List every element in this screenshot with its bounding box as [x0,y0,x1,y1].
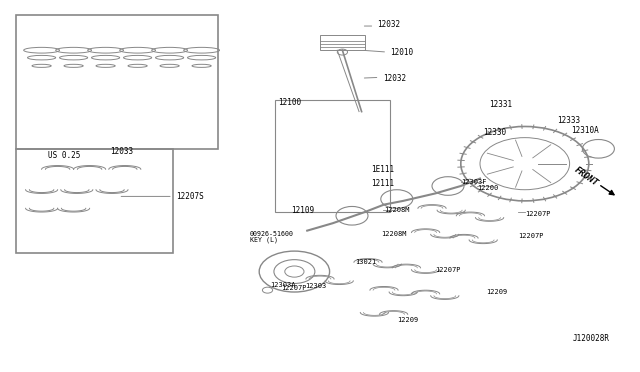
Bar [320,35,365,50]
Text: 12100: 12100 [278,98,301,107]
Text: 12207P: 12207P [525,211,550,217]
Text: FRONT: FRONT [573,165,600,188]
Text: 12209: 12209 [486,289,508,295]
Text: 12303A: 12303A [270,282,296,288]
Text: 12331: 12331 [490,100,513,109]
Text: 1E111: 1E111 [371,165,394,174]
Bar [275,100,390,212]
Text: 12207P: 12207P [435,267,461,273]
Text: 12330: 12330 [483,128,506,137]
Text: 12109: 12109 [291,206,314,215]
Text: 12209: 12209 [397,317,418,323]
Text: 12310A: 12310A [572,126,599,135]
Text: 12208M: 12208M [384,207,410,213]
Text: 12032: 12032 [378,20,401,29]
Text: 12303F: 12303F [461,179,486,185]
Text: 13021: 13021 [355,259,376,265]
Text: 12207P: 12207P [518,233,544,239]
Text: 12207S: 12207S [176,192,204,201]
Text: US 0.25: US 0.25 [48,151,81,160]
Bar [16,15,218,149]
Text: 12207P: 12207P [282,285,307,291]
Text: 12303: 12303 [305,283,326,289]
Text: 00926-51600: 00926-51600 [250,231,294,237]
Text: 12033: 12033 [110,147,133,156]
Text: 12010: 12010 [390,48,413,57]
Text: 12032: 12032 [383,74,406,83]
Text: 12208M: 12208M [381,231,406,237]
Text: 12111: 12111 [371,179,394,187]
Text: J120028R: J120028R [573,334,610,343]
Bar [16,149,173,253]
Text: KEY (L): KEY (L) [250,237,278,243]
Text: 12200: 12200 [477,185,498,191]
Text: 12333: 12333 [557,116,580,125]
